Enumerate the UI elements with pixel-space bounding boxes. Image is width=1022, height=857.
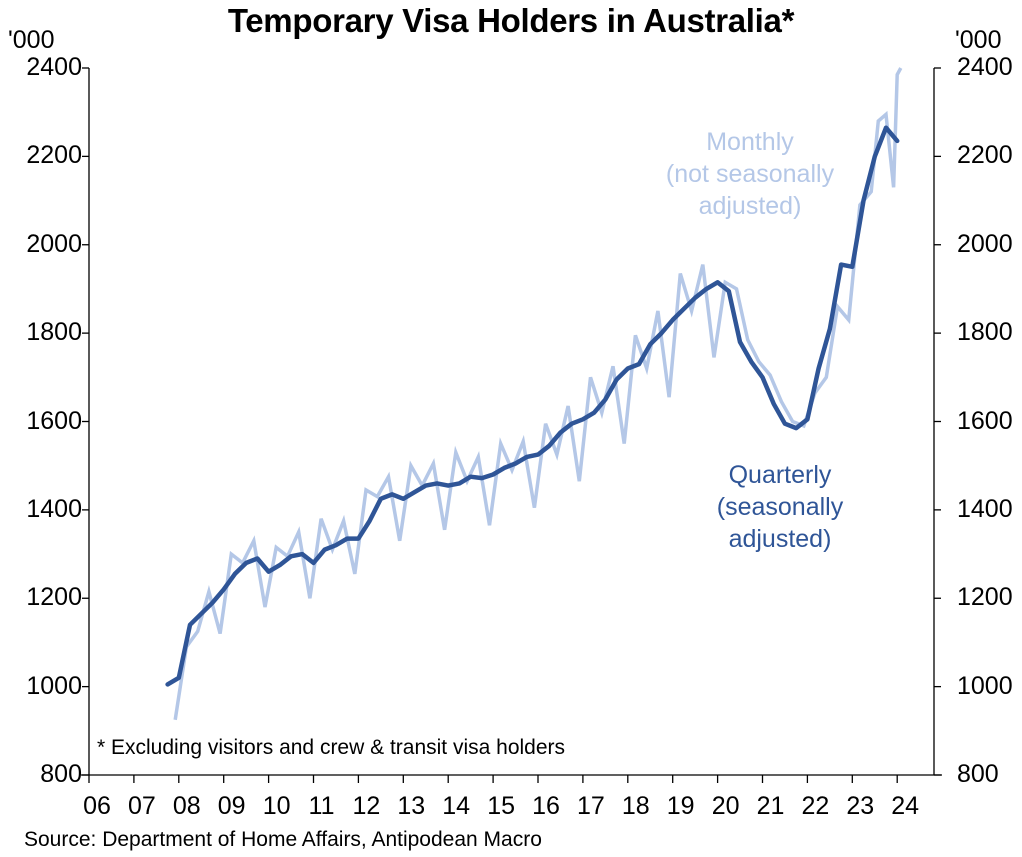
- y-tick-label-right: 1600: [957, 406, 1013, 435]
- y-tick-label-right: 2000: [957, 229, 1013, 258]
- monthly-label-line: (not seasonally: [665, 160, 835, 188]
- x-tick-label: 20: [711, 792, 740, 820]
- x-tick-label: 06: [83, 792, 111, 820]
- y-tick-label-left: 1400: [26, 494, 82, 523]
- y-axis-unit-left: '000: [8, 26, 55, 54]
- x-tick-label: 09: [217, 792, 246, 820]
- y-tick-label-left: 1000: [26, 671, 82, 700]
- monthly-series-label: Monthly (not seasonally adjusted): [650, 126, 850, 222]
- y-tick-label-left: 1200: [26, 583, 82, 612]
- monthly-label-line: Monthly: [706, 128, 794, 156]
- x-tick-label: 16: [532, 792, 560, 820]
- x-tick-label: 18: [621, 792, 650, 820]
- x-tick-label: 07: [127, 792, 156, 820]
- quarterly-label-line: (seasonally: [716, 493, 844, 521]
- y-tick-label-right: 1400: [957, 494, 1013, 523]
- quarterly-label-line: adjusted): [728, 525, 832, 553]
- x-tick-label: 24: [891, 792, 920, 820]
- x-tick-label: 12: [352, 792, 381, 820]
- x-tick-label: 08: [172, 792, 201, 820]
- y-tick-label-right: 1200: [957, 583, 1013, 612]
- y-tick-label-left: 2400: [26, 53, 82, 81]
- x-tick-label: 17: [576, 792, 605, 820]
- y-axis-unit-right: '000: [955, 26, 1002, 54]
- y-tick-label-left: 1600: [26, 406, 82, 435]
- x-tick-label: 14: [442, 792, 471, 820]
- x-tick-label: 22: [801, 792, 830, 820]
- y-tick-label-right: 1800: [957, 318, 1013, 347]
- x-tick-label: 23: [846, 792, 875, 820]
- footnote: * Excluding visitors and crew & transit …: [97, 736, 566, 759]
- y-tick-label-right: 1000: [957, 671, 1013, 700]
- y-tick-label-left: 2000: [26, 229, 82, 258]
- x-tick-label: 19: [666, 792, 695, 820]
- quarterly-label-line: Quarterly: [728, 461, 832, 489]
- axes: [81, 67, 942, 783]
- monthly-label-line: adjusted): [698, 192, 802, 220]
- y-tick-label-right: 2200: [957, 141, 1013, 170]
- y-tick-label-left: 800: [40, 760, 82, 788]
- x-tick-label: 11: [308, 792, 335, 820]
- x-tick-label: 21: [756, 792, 785, 820]
- y-tick-label-right: 2400: [957, 53, 1013, 81]
- x-tick-label: 10: [262, 792, 291, 820]
- source-note: Source: Department of Home Affairs, Anti…: [24, 828, 542, 851]
- x-tick-label: 15: [487, 792, 515, 820]
- y-tick-label-left: 2200: [26, 141, 82, 170]
- y-tick-label-left: 1800: [26, 318, 82, 347]
- quarterly-series-line: [165, 125, 900, 687]
- x-tick-label: 13: [397, 792, 426, 820]
- chart-title: Temporary Visa Holders in Australia*: [227, 2, 795, 39]
- y-tick-label-right: 800: [957, 760, 999, 788]
- quarterly-series-label: Quarterly (seasonally adjusted): [700, 459, 860, 555]
